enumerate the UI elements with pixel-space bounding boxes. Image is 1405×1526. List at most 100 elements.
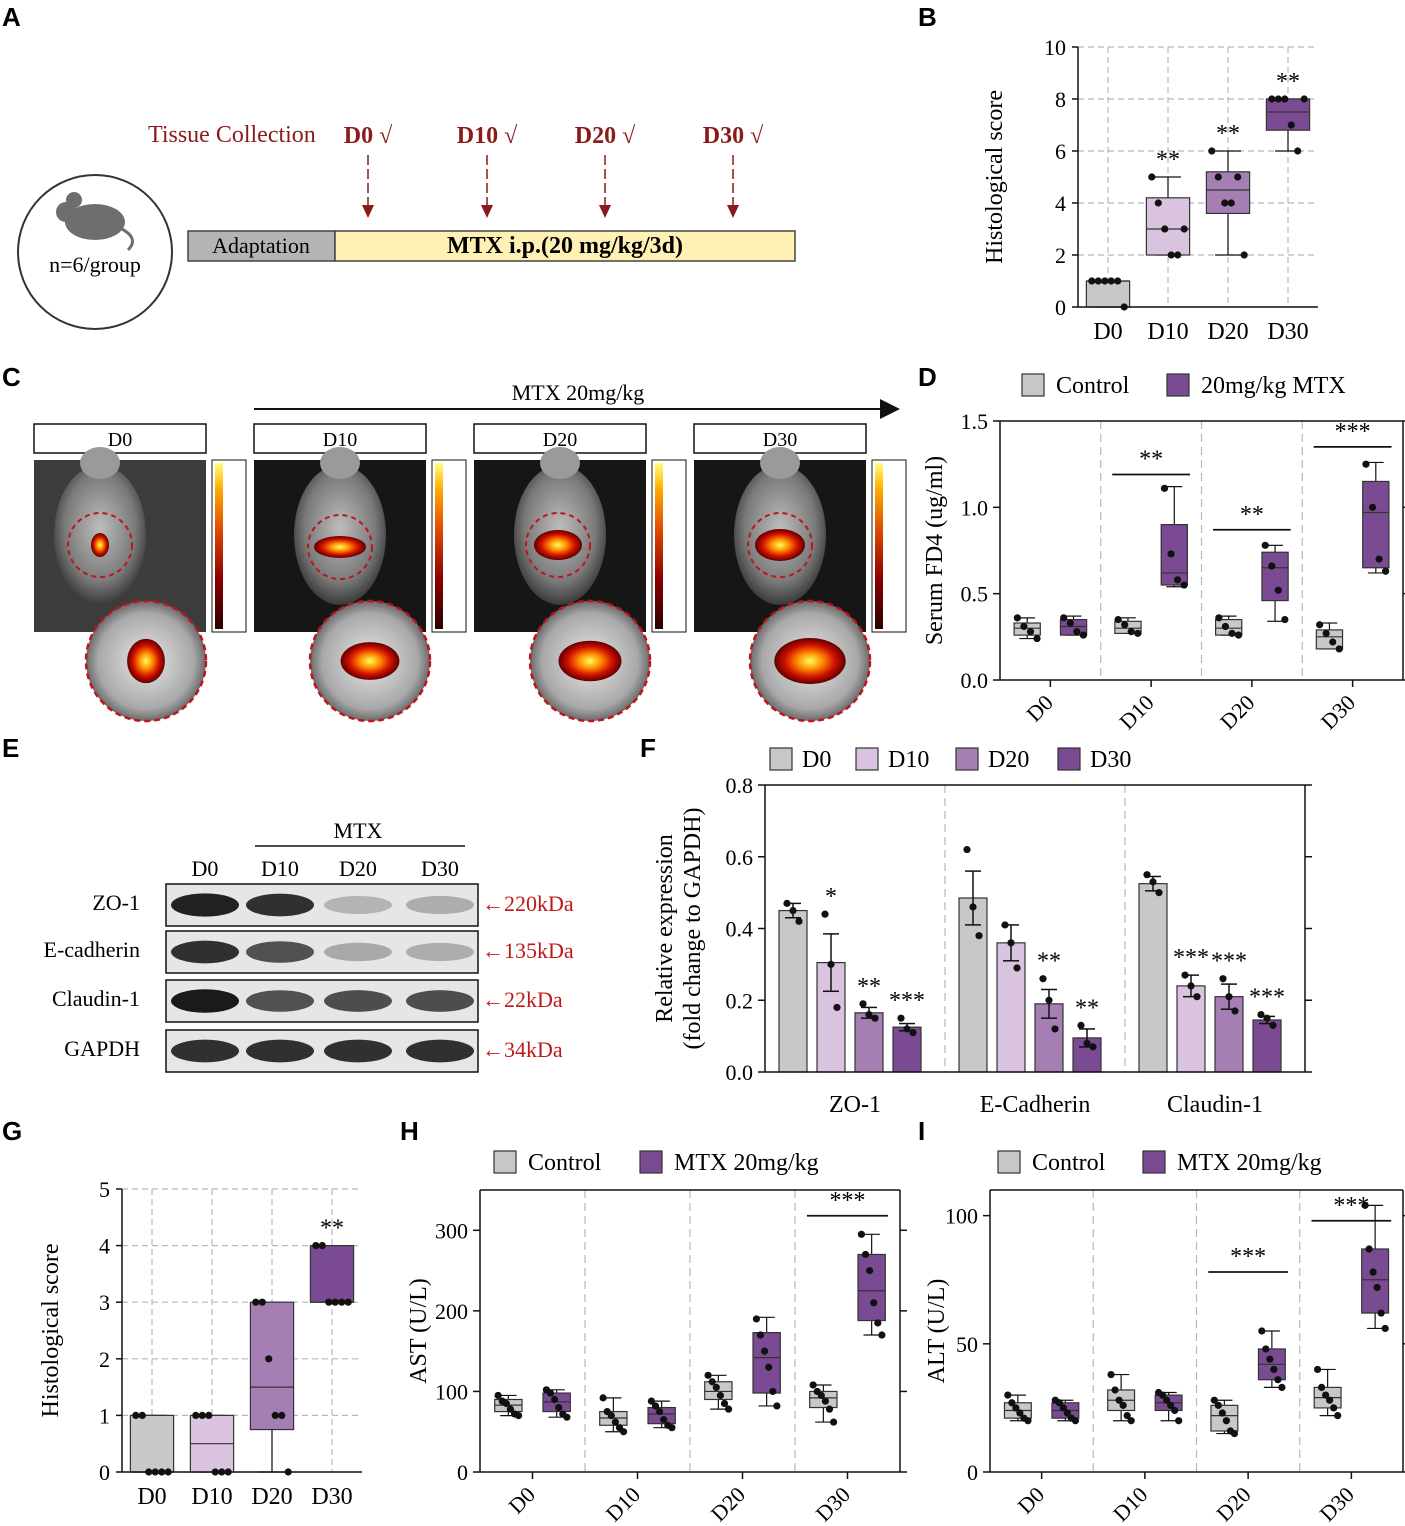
data-point (704, 1371, 712, 1379)
data-point (1219, 975, 1227, 983)
data-point (1167, 1401, 1175, 1409)
zoom-fluorescence (774, 638, 846, 684)
bar (892, 1026, 922, 1073)
significance-label: *** (889, 988, 925, 1014)
imaging-panel-d0: D0 (33, 423, 247, 723)
fluorescence-signal (755, 529, 805, 561)
data-point (1381, 1324, 1389, 1333)
data-point (668, 1424, 676, 1432)
data-point (1107, 1370, 1115, 1379)
data-point (1071, 1417, 1080, 1425)
data-point (825, 1405, 834, 1413)
data-point (1158, 1391, 1167, 1399)
x-tick-label: E-Cadherin (980, 1092, 1091, 1118)
imaging-label: D10 (323, 429, 357, 451)
scale-bar (655, 463, 663, 629)
data-point (1039, 975, 1047, 983)
data-point (975, 932, 983, 940)
protein-label: Claudin-1 (52, 986, 140, 1011)
significance-label: *** (1249, 985, 1285, 1011)
data-point (647, 1397, 656, 1405)
legend-swatch (955, 747, 979, 771)
legend-swatch (997, 1150, 1021, 1174)
significance-label: ** (1240, 502, 1264, 528)
data-point (1066, 619, 1074, 627)
data-point (1313, 1365, 1322, 1374)
data-point (963, 845, 971, 854)
data-point (1261, 541, 1269, 549)
data-point (1115, 1396, 1123, 1404)
x-tick-label: D20 (251, 1484, 292, 1510)
data-point (903, 1025, 911, 1033)
data-point (278, 1411, 286, 1419)
data-point (821, 910, 829, 918)
data-point (1127, 628, 1135, 636)
blot-band (324, 896, 392, 914)
data-point (1024, 1417, 1032, 1425)
blot-band (246, 941, 314, 963)
blot-band (171, 893, 239, 917)
adaptation-bar (187, 230, 336, 262)
data-point (716, 1391, 724, 1400)
significance-label: ** (1216, 121, 1240, 147)
blot-band (324, 1039, 392, 1063)
data-point (789, 906, 797, 915)
y-tick-label: 1 (99, 1403, 110, 1428)
legend-swatch (1166, 373, 1190, 397)
data-point (138, 1411, 146, 1419)
data-point (1361, 1201, 1369, 1209)
y-tick-label: 0.0 (726, 1060, 754, 1085)
treatment-label: MTX i.p.(20 mg/kg/3d) (447, 233, 683, 259)
fluorescence-signal (314, 536, 366, 558)
protein-label: ZO-1 (92, 890, 140, 915)
data-point (1059, 1404, 1067, 1412)
data-point (1077, 1021, 1085, 1029)
data-point (1063, 1409, 1071, 1417)
lane-label: D0 (192, 856, 219, 881)
data-point (909, 1028, 917, 1037)
x-tick-label: D20 (1215, 690, 1259, 734)
blot-band (406, 1039, 474, 1063)
data-point (1033, 634, 1041, 643)
box (1013, 622, 1041, 636)
data-point (1171, 1406, 1179, 1415)
y-tick-label: 200 (435, 1299, 468, 1324)
data-point (551, 1395, 559, 1404)
significance-label: ** (1139, 447, 1163, 473)
data-point (312, 1242, 320, 1250)
legend-label: 20mg/kg MTX (1201, 373, 1346, 399)
y-tick-label: 1.5 (961, 409, 989, 434)
data-point (1266, 1355, 1274, 1363)
roi-circle (747, 512, 813, 578)
blot-band (171, 1039, 239, 1063)
legend-swatch (1021, 373, 1045, 397)
data-point (651, 1402, 660, 1410)
data-point (502, 1399, 510, 1408)
data-point (252, 1298, 260, 1306)
data-point (546, 1389, 555, 1397)
significance-label: ** (1276, 69, 1300, 95)
data-point (1187, 982, 1195, 990)
blot-band (406, 942, 474, 962)
y-tick-label: 0 (99, 1460, 110, 1485)
data-point (1127, 1417, 1135, 1425)
x-tick-label: D0 (503, 1482, 540, 1519)
y-axis-label: Serum FD4 (ug/ml) (922, 456, 948, 645)
data-point (821, 1397, 829, 1405)
panel-g-chart: G 0 1 2 3 4 5 D0 D10 D20 D30 ** Histological score (2, 1116, 362, 1510)
band-size-label: ←22kDa (482, 987, 563, 1012)
legend-swatch (1142, 1150, 1166, 1174)
data-point (720, 1399, 729, 1408)
bar (1252, 1019, 1282, 1073)
data-point (1227, 199, 1235, 207)
protein-label: GAPDH (64, 1036, 140, 1061)
box (752, 1332, 781, 1394)
data-point (1335, 645, 1343, 653)
data-point (1020, 622, 1028, 631)
data-point (708, 1378, 716, 1386)
zoom-fluorescence (340, 642, 400, 680)
data-point (1334, 1412, 1342, 1420)
box (1362, 480, 1390, 569)
data-point (325, 1298, 333, 1306)
